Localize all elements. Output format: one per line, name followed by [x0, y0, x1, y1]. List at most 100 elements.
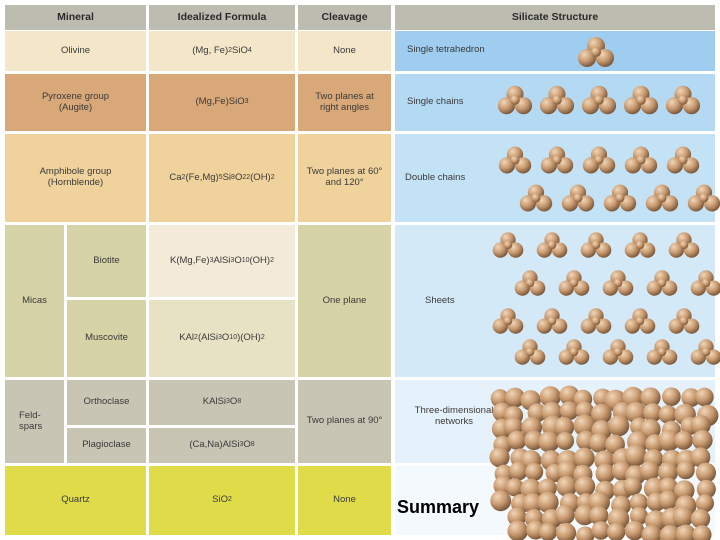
tetrahedron-oxygen-sphere	[594, 95, 604, 105]
mineral-olivine: Olivine	[5, 31, 146, 71]
network-sphere	[696, 479, 716, 499]
tetrahedron-oxygen-sphere	[547, 316, 557, 326]
structure-olivine: Single tetrahedron	[395, 31, 715, 71]
formula-muscovite: KAl 2 (AlSi 3 O 10)(OH) 2	[149, 300, 295, 377]
cleavage-feldspars: Two planes at 90°	[298, 380, 391, 463]
network-sphere	[490, 490, 512, 512]
mineral-feldspars: Feld-spars	[5, 380, 64, 463]
tetrahedron-oxygen-sphere	[569, 278, 579, 288]
network-sphere	[509, 461, 528, 481]
network-sphere	[629, 506, 649, 526]
formula-biotite: K(Mg,Fe) 3 AlSi 3 O 10 (OH) 2	[149, 225, 295, 297]
network-sphere	[658, 429, 680, 452]
tetrahedron-oxygen-sphere	[679, 240, 689, 250]
tetrahedron-oxygen-sphere	[552, 155, 562, 165]
tetrahedron-oxygen-sphere	[503, 316, 513, 326]
network-sphere	[507, 520, 529, 540]
mineral-orthoclase: Orthoclase	[67, 380, 146, 425]
tetrahedron-oxygen-sphere	[615, 193, 625, 203]
cleavage-pyroxene: Two planes at right angles	[298, 74, 391, 131]
network-sphere	[624, 444, 647, 467]
network-sphere	[659, 525, 681, 540]
network-sphere	[489, 447, 510, 468]
network-sphere	[640, 387, 661, 408]
network-sphere	[681, 388, 701, 408]
network-sphere	[504, 387, 525, 408]
network-sphere	[658, 405, 678, 424]
cleavage-amphibole: Two planes at 60° and 120°	[298, 134, 391, 222]
tetrahedron-oxygen-sphere	[525, 347, 535, 357]
tetrahedron-oxygen-sphere	[510, 155, 520, 165]
network-sphere	[674, 480, 695, 501]
mineral-muscovite: Muscovite	[67, 300, 146, 377]
structure-amphibole: Double chains	[395, 134, 715, 222]
mineral-quartz: Quartz	[5, 466, 146, 535]
network-sphere	[608, 415, 630, 437]
network-sphere	[505, 478, 524, 497]
network-sphere	[575, 401, 594, 420]
network-sphere	[676, 461, 695, 480]
network-sphere	[524, 430, 544, 451]
tetrahedron-oxygen-sphere	[569, 347, 579, 357]
network-sphere	[539, 386, 561, 408]
tetrahedron-oxygen-sphere	[657, 193, 667, 203]
summary-label: Summary	[397, 497, 480, 517]
tetrahedron-oxygen-sphere	[657, 347, 667, 357]
tetrahedron-oxygen-sphere	[591, 240, 601, 250]
tetrahedron-oxygen-sphere	[701, 347, 711, 357]
network-sphere	[525, 462, 544, 481]
network-sphere	[559, 401, 579, 421]
network-sphere	[553, 416, 575, 438]
mineral-micas: Micas	[5, 225, 64, 377]
network-sphere	[507, 430, 527, 450]
network-sphere	[639, 461, 660, 481]
header-structure: Silicate Structure	[395, 5, 715, 30]
network-sphere	[576, 526, 595, 540]
network-sphere	[537, 491, 559, 513]
network-sphere	[556, 431, 575, 450]
cleavage-micas: One plane	[298, 225, 391, 377]
tetrahedron-oxygen-sphere	[636, 95, 646, 105]
network-sphere	[589, 433, 609, 453]
network-sphere	[556, 460, 578, 482]
network-sphere	[629, 493, 649, 512]
tetrahedron-oxygen-sphere	[701, 278, 711, 288]
network-sphere	[643, 403, 663, 423]
formula-pyroxene: (Mg,Fe)SiO 3	[149, 74, 295, 131]
network-sphere	[554, 505, 575, 525]
network-sphere	[589, 505, 609, 526]
network-sphere	[690, 447, 711, 468]
network-sphere	[662, 387, 681, 407]
tetrahedron-oxygen-sphere	[678, 95, 688, 105]
network-sphere	[573, 447, 595, 469]
tetrahedron-oxygen-sphere	[531, 193, 541, 203]
tetrahedron-oxygen-sphere	[547, 240, 557, 250]
mineral-biotite: Biotite	[67, 225, 146, 297]
network-sphere	[591, 403, 612, 425]
network-sphere	[675, 524, 696, 540]
network-sphere	[672, 506, 694, 528]
network-sphere	[624, 520, 645, 540]
cleavage-olivine: None	[298, 31, 391, 71]
network-sphere	[522, 493, 543, 514]
formula-plagioclase: (Ca,Na)AlSi 3 O 8	[149, 428, 295, 463]
tetrahedron-oxygen-sphere	[635, 316, 645, 326]
network-sphere	[695, 387, 714, 407]
tetrahedron-oxygen-sphere	[636, 155, 646, 165]
network-sphere	[574, 504, 595, 526]
tetrahedron-oxygen-sphere	[594, 155, 604, 165]
network-sphere	[595, 463, 616, 484]
tetrahedron-oxygen-sphere	[679, 316, 689, 326]
network-sphere	[657, 462, 679, 483]
tetrahedron-oxygen-sphere	[525, 278, 535, 288]
tetrahedron-oxygen-sphere	[510, 95, 520, 105]
network-sphere	[606, 522, 626, 540]
network-sphere	[591, 521, 611, 540]
tetrahedron-oxygen-sphere	[573, 193, 583, 203]
mineral-amphibole: Amphibole group (Hornblende)	[5, 134, 146, 222]
tetrahedron-oxygen-sphere	[552, 95, 562, 105]
network-sphere	[623, 476, 642, 496]
network-sphere	[695, 462, 717, 483]
tetrahedron-oxygen-sphere	[613, 278, 623, 288]
